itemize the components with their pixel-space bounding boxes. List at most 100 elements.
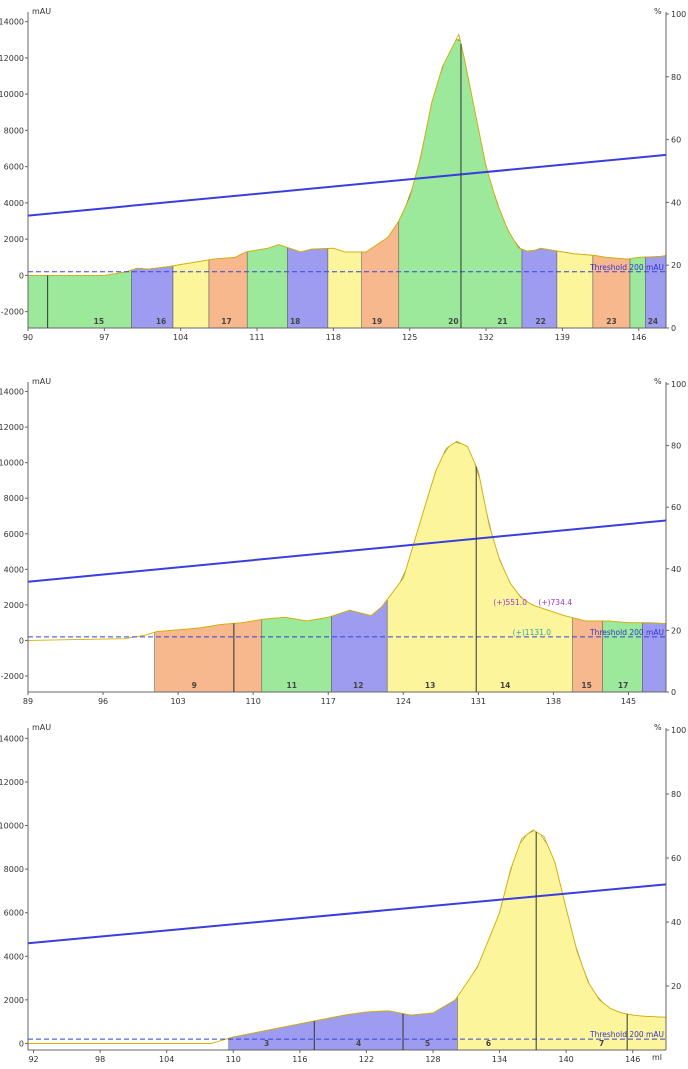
fraction-band (27, 269, 132, 329)
fraction-band (287, 247, 329, 329)
chromatogram-1: mAU % -2000 0 2000 4000 6000 8000 10000 12000 1400… (0, 7, 686, 342)
y-tick-label: 10000 (0, 459, 24, 468)
x-tick-label: 98 (95, 1055, 105, 1064)
fraction-band (361, 220, 400, 329)
y2-tick-label: 100 (671, 380, 686, 389)
x-tick-label: 90 (23, 333, 33, 342)
y-tick-label: 8000 (4, 494, 24, 503)
x-tick-label: 146 (631, 333, 646, 342)
y2-tick-label: 20 (671, 261, 681, 270)
y2-tick-label: 80 (671, 442, 681, 451)
x-unit: ml (652, 1053, 662, 1062)
fraction-label: 17 (221, 317, 231, 326)
gradient-line (27, 883, 667, 945)
y2-tick-label: 100 (671, 10, 686, 19)
threshold-label: Threshold 200 mAU (589, 1030, 664, 1039)
y-unit-right: % (654, 377, 662, 386)
x-tick-label: 132 (478, 333, 493, 342)
x-tick-label: 111 (249, 333, 264, 342)
fraction-label: 20 (448, 317, 458, 326)
y-tick-label: 6000 (4, 909, 24, 918)
fraction-label: 23 (606, 317, 616, 326)
fraction-label: 21 (497, 317, 507, 326)
fraction-label: 12 (353, 681, 363, 690)
x-tick-label: 110 (246, 697, 261, 706)
fraction-label: 22 (535, 317, 545, 326)
chromatogram-2: mAU % -2000 0 2000 4000 6000 8000 10000 12000 1400… (0, 377, 686, 706)
y-unit-left: mAU (32, 7, 51, 16)
x-tick-label: 145 (621, 697, 636, 706)
gradient-line (27, 153, 667, 217)
x-tick-label: 103 (170, 697, 185, 706)
y2-tick-label: 40 (671, 565, 681, 574)
fraction-label: 15 (581, 681, 591, 690)
y-tick-label: 14000 (0, 18, 24, 27)
fraction-label: 11 (287, 681, 297, 690)
fraction-label: 6 (486, 1039, 491, 1048)
y-tick-label: 0 (19, 1039, 24, 1048)
fraction-label: 18 (290, 317, 300, 326)
y-tick-label: 10000 (0, 822, 24, 831)
y-tick-label: 4000 (4, 565, 24, 574)
y-tick-label: 0 (19, 271, 24, 280)
fraction-band (131, 265, 174, 329)
fraction-label: 15 (94, 317, 104, 326)
fraction-band (556, 250, 594, 329)
x-tick-label: 92 (28, 1055, 38, 1064)
fraction-band (172, 259, 210, 329)
y-tick-label: 8000 (4, 865, 24, 874)
y2-tick-label: 20 (671, 626, 681, 635)
x-tick-label: 104 (159, 1055, 174, 1064)
y-tick-label: 10000 (0, 90, 24, 99)
threshold-label: Threshold 200 mAU (589, 263, 664, 272)
fraction-label: 19 (372, 317, 382, 326)
y2-tick-label: 60 (671, 854, 681, 863)
x-tick-label: 122 (359, 1055, 374, 1064)
fraction-label: 13 (425, 681, 435, 690)
fraction-band (233, 619, 263, 693)
fraction-label: 16 (156, 317, 166, 326)
x-tick-label: 146 (625, 1055, 640, 1064)
y2-tick-label: 40 (671, 198, 681, 207)
x-tick-label: 138 (546, 697, 561, 706)
fraction-label: 4 (356, 1039, 361, 1048)
y-tick-label: 6000 (4, 163, 24, 172)
y-tick-label: 0 (19, 636, 24, 645)
y-tick-label: 2000 (4, 601, 24, 610)
fraction-label: 24 (648, 317, 658, 326)
y-unit-left: mAU (32, 723, 51, 732)
y2-tick-label: 60 (671, 503, 681, 512)
fraction-label: 5 (425, 1039, 430, 1048)
chromatogram-3: mAU % 0 2000 4000 6000 8000 10000 12000 14000 20 40… (0, 723, 686, 1064)
y2-tick-label: 0 (671, 688, 676, 697)
y-tick-label: 6000 (4, 530, 24, 539)
x-tick-label: 104 (173, 333, 188, 342)
y-tick-label: 2000 (4, 996, 24, 1005)
x-tick-label: 89 (23, 697, 33, 706)
x-tick-label: 140 (558, 1055, 573, 1064)
x-tick-label: 128 (425, 1055, 440, 1064)
y-tick-label: 2000 (4, 235, 24, 244)
y-unit-right: % (654, 7, 662, 16)
x-tick-label: 124 (396, 697, 411, 706)
absorbance-curve (27, 440, 667, 641)
x-tick-label: 97 (99, 333, 109, 342)
x-tick-label: 118 (326, 333, 341, 342)
fraction-label: 17 (618, 681, 628, 690)
x-tick-label: 96 (98, 697, 108, 706)
fraction-band (398, 38, 523, 329)
absorbance-curve (28, 829, 667, 1044)
y-unit-left: mAU (32, 377, 51, 386)
x-tick-label: 116 (292, 1055, 307, 1064)
y-tick-label: 12000 (0, 423, 24, 432)
y-tick-label: 4000 (4, 199, 24, 208)
x-tick-label: 139 (555, 333, 570, 342)
x-tick-label: 125 (402, 333, 417, 342)
fraction-band (402, 995, 458, 1051)
y-tick-label: -2000 (1, 308, 24, 317)
x-tick-label: 117 (321, 697, 336, 706)
fraction-band (246, 244, 288, 329)
fraction-label: 3 (264, 1039, 269, 1048)
y2-tick-label: 80 (671, 73, 681, 82)
